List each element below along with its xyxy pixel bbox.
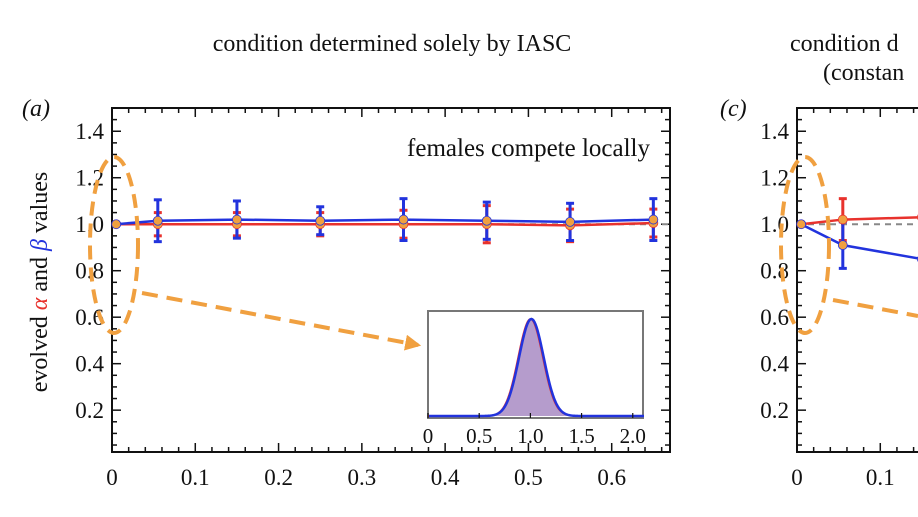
panel-c-title-line2: (constan: [823, 60, 904, 86]
x-tick-label-a: 0.4: [431, 465, 460, 490]
inset-x-tick-label: 1.5: [568, 424, 594, 448]
panel-a-plot: 0 0.1 0.2 0.3 0.4 0.5 0.60.20.40.60.81.01.21.4: [75, 107, 671, 490]
y-tick-label-a: 0.2: [75, 398, 104, 423]
series-line-alpha-a: [116, 221, 654, 227]
data-point-a: [565, 216, 575, 227]
data-point-c: [837, 214, 848, 225]
x-tick-label-a: 0.6: [597, 465, 626, 490]
data-point-a: [152, 215, 163, 226]
x-tick-label-a: 0.3: [347, 465, 376, 490]
highlight-arrow-c: [832, 298, 918, 318]
data-point-a: [111, 219, 122, 230]
ylabel-beta: β: [27, 239, 53, 252]
data-point-a: [648, 214, 659, 225]
inset-curve-beta: [429, 317, 644, 418]
y-tick-label-c: 0.6: [760, 305, 789, 330]
plot-frame-c: [796, 107, 918, 453]
ylabel-part-1: evolved: [27, 310, 53, 392]
y-tick-label-c: 0.4: [760, 352, 789, 377]
x-tick-label-c: 0.1: [866, 465, 895, 490]
panel-c-title-line1: condition d: [790, 31, 899, 57]
y-tick-label-a: 0.4: [75, 352, 104, 377]
data-point-a: [481, 215, 492, 226]
inset-x-tick-label: 0.5: [466, 424, 492, 448]
y-tick-label-c: 1.4: [760, 119, 789, 144]
highlight-ellipse-a: [88, 155, 140, 335]
panel-a-title: condition determined solely by IASC: [213, 31, 572, 57]
x-tick-label-a: 0.5: [514, 465, 543, 490]
panel-c-label: (c): [720, 96, 747, 122]
highlight-ellipse-c: [779, 155, 831, 335]
inset-x-tick-label: 2.0: [620, 424, 646, 448]
series-line-alpha-c: [801, 216, 918, 226]
panel-c-plot: 0 0.10.20.40.60.81.01.21.4: [760, 107, 918, 490]
inset-plot: 0 0.5 1.0 1.5 2.0: [423, 310, 646, 448]
y-tick-label-c: 0.2: [760, 398, 789, 423]
data-point-c: [796, 219, 807, 230]
y-axis-label: evolved α and β values: [27, 172, 53, 393]
highlight-arrow-a: [141, 291, 422, 351]
x-tick-label-a: 0.1: [181, 465, 210, 490]
panel-a-label: (a): [22, 96, 50, 122]
y-tick-label-a: 1.2: [75, 166, 104, 191]
zoom-highlights: [88, 155, 918, 351]
ylabel-part-3: values: [27, 172, 53, 239]
y-tick-label-c: 1.0: [760, 212, 789, 237]
y-tick-label-a: 1.4: [75, 119, 104, 144]
series-line-beta-c: [800, 223, 918, 260]
series-line-beta-a: [116, 218, 654, 226]
plot-frame-a: [111, 107, 671, 453]
data-point-a: [315, 215, 326, 226]
data-point-a: [232, 214, 242, 225]
ylabel-part-2: and: [27, 251, 53, 298]
inset-area: [428, 319, 643, 416]
x-tick-label-a: 0.2: [264, 465, 293, 490]
annotation-females-compete-locally: females compete locally: [407, 135, 650, 162]
data-point-c: [837, 240, 848, 251]
inset-x-tick-label: 0: [423, 424, 434, 448]
data-point-a: [398, 214, 409, 225]
y-tick-label-c: 1.2: [760, 166, 789, 191]
ylabel-alpha: α: [27, 297, 53, 310]
x-tick-label-a: 0: [106, 465, 118, 490]
x-tick-label-c: 0: [791, 465, 803, 490]
inset-x-tick-label: 1.0: [517, 424, 543, 448]
